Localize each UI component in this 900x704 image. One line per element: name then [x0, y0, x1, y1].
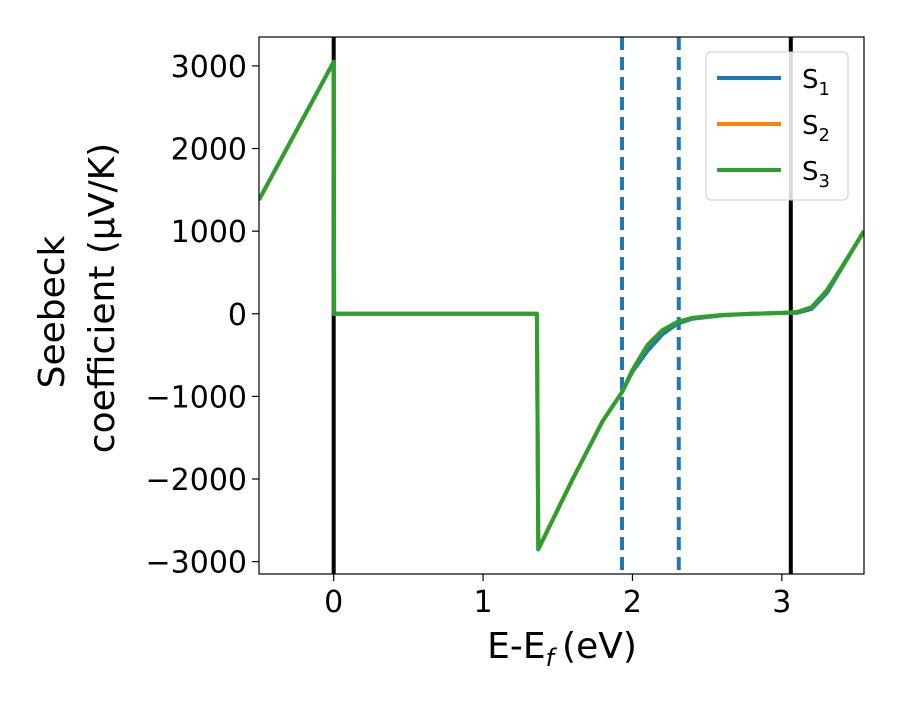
legend-label-3: S3	[802, 157, 830, 192]
legend-label-subscript: 2	[819, 125, 830, 146]
legend-label-1: S1	[802, 65, 830, 100]
series-lines	[259, 59, 864, 552]
y-tick-label: −3000	[146, 546, 247, 581]
y-tick-label: −2000	[146, 463, 247, 498]
legend-label-main: S	[802, 111, 819, 141]
y-axis-label-line1: Seebeck	[32, 235, 73, 388]
y-tick-label: 3000	[171, 50, 247, 85]
x-tick-label: 1	[474, 585, 493, 620]
x-axis-label-unit: (eV)	[562, 626, 637, 667]
series-line-3	[259, 59, 864, 552]
plot-frame	[258, 36, 865, 575]
y-tick-label: 1000	[171, 215, 247, 250]
legend-label-main: S	[802, 157, 819, 187]
x-axis-label: E-Ef (eV)	[487, 626, 637, 672]
legend-label-subscript: 3	[819, 171, 830, 192]
y-tick-label: −1000	[146, 380, 247, 415]
x-axis-ticks: 0 1 2 3	[324, 574, 791, 620]
x-tick-label: 3	[772, 585, 791, 620]
y-axis-label: Seebeck coefficient (μV/K)	[32, 143, 123, 453]
y-axis-label-line2: coefficient (μV/K)	[82, 143, 123, 453]
x-axis-label-main: E-E	[487, 626, 545, 667]
x-axis-label-subscript: f	[546, 644, 558, 672]
y-tick-label: 0	[228, 298, 247, 333]
legend-label-2: S2	[802, 111, 830, 146]
legend-label-subscript: 1	[819, 79, 830, 100]
y-axis-ticks: 3000 2000 1000 0 −1000 −2000 −3000	[146, 50, 259, 581]
x-tick-label: 2	[623, 585, 642, 620]
y-tick-label: 2000	[171, 133, 247, 168]
legend-label-main: S	[802, 65, 819, 95]
x-tick-label: 0	[324, 585, 343, 620]
